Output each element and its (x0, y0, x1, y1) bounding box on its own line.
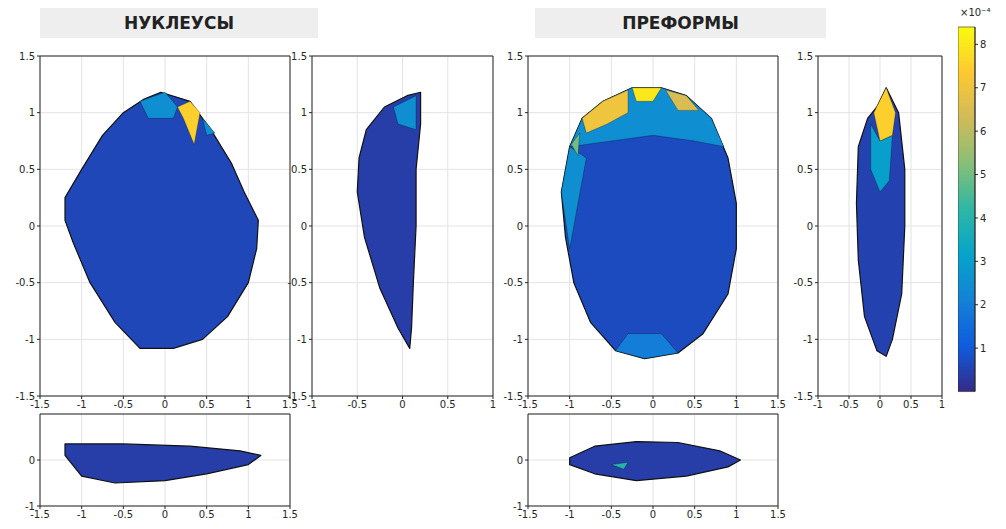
svg-text:0: 0 (807, 221, 813, 232)
svg-text:-0.5: -0.5 (602, 399, 622, 410)
svg-text:1: 1 (939, 399, 945, 410)
svg-text:-0.5: -0.5 (114, 509, 134, 520)
svg-text:8: 8 (980, 39, 986, 50)
svg-text:1: 1 (245, 399, 251, 410)
svg-text:0.5: 0.5 (903, 399, 919, 410)
svg-text:-1.5: -1.5 (15, 391, 35, 402)
svg-text:0: 0 (399, 399, 405, 410)
svg-text:1.5: 1.5 (507, 51, 523, 62)
svg-text:-1: -1 (803, 334, 813, 345)
svg-text:-1: -1 (565, 399, 575, 410)
svg-text:4: 4 (980, 213, 986, 224)
svg-text:-0.5: -0.5 (793, 277, 813, 288)
svg-text:0.5: 0.5 (687, 509, 703, 520)
svg-text:7: 7 (980, 83, 986, 94)
svg-text:1: 1 (29, 107, 35, 118)
svg-text:1.5: 1.5 (291, 51, 307, 62)
svg-text:-1: -1 (813, 399, 823, 410)
svg-text:1.5: 1.5 (282, 509, 298, 520)
svg-text:-1.5: -1.5 (287, 391, 307, 402)
svg-text:-1.5: -1.5 (30, 399, 50, 411)
svg-text:0: 0 (29, 221, 35, 232)
svg-text:-1: -1 (513, 334, 523, 345)
svg-text:0.5: 0.5 (199, 509, 215, 520)
svg-text:-1.5: -1.5 (793, 391, 813, 402)
svg-text:0.5: 0.5 (687, 399, 703, 410)
svg-text:0.5: 0.5 (19, 164, 35, 175)
svg-text:-0.5: -0.5 (287, 277, 307, 288)
svg-text:0.5: 0.5 (507, 164, 523, 175)
svg-text:-1: -1 (297, 334, 307, 345)
svg-text:-0.5: -0.5 (15, 277, 35, 288)
svg-text:-1: -1 (307, 399, 317, 410)
svg-text:1.5: 1.5 (282, 399, 298, 411)
svg-text:5: 5 (980, 170, 986, 181)
svg-text:-1.5: -1.5 (518, 399, 538, 411)
svg-text:1: 1 (245, 509, 251, 520)
svg-text:-1: -1 (25, 501, 35, 512)
svg-text:1: 1 (301, 107, 307, 118)
svg-text:-1: -1 (77, 399, 87, 410)
svg-text:1: 1 (807, 107, 813, 118)
svg-text:1.5: 1.5 (770, 509, 786, 520)
svg-text:0: 0 (650, 399, 656, 410)
svg-text:3: 3 (980, 256, 986, 267)
svg-text:-0.5: -0.5 (839, 399, 859, 410)
svg-text:-0.5: -0.5 (503, 277, 523, 288)
svg-text:2: 2 (980, 300, 986, 311)
svg-text:1: 1 (733, 509, 739, 520)
svg-text:0: 0 (517, 221, 523, 232)
svg-text:1: 1 (980, 343, 986, 354)
svg-text:-1: -1 (513, 501, 523, 512)
svg-text:0: 0 (29, 455, 35, 466)
svg-text:1.5: 1.5 (770, 399, 786, 410)
svg-text:0: 0 (650, 509, 656, 520)
svg-text:-1: -1 (25, 334, 35, 345)
html-text:НУКЛЕУСЫ: НУКЛЕУСЫ (123, 13, 235, 33)
svg-text:0.5: 0.5 (440, 399, 456, 410)
svg-text:0.5: 0.5 (199, 399, 215, 410)
svg-text:-0.5: -0.5 (114, 399, 134, 410)
svg-text:0: 0 (162, 509, 168, 520)
svg-text:1.5: 1.5 (797, 51, 813, 62)
svg-text:-1.5: -1.5 (503, 391, 523, 402)
svg-text:-0.5: -0.5 (602, 509, 622, 520)
svg-text:-1.5: -1.5 (30, 509, 50, 521)
svg-text:0: 0 (301, 221, 307, 232)
html-text:×10⁻⁴: ×10⁻⁴ (960, 7, 991, 19)
svg-text:0.5: 0.5 (797, 164, 813, 175)
svg-text:6: 6 (980, 126, 986, 137)
svg-text:1.5: 1.5 (19, 51, 35, 62)
svg-text:-1: -1 (565, 509, 575, 520)
svg-text:-1: -1 (77, 509, 87, 520)
html-text:ПРЕФОРМЫ: ПРЕФОРМЫ (622, 13, 739, 33)
svg-text:-0.5: -0.5 (347, 399, 367, 410)
svg-text:-1.5: -1.5 (518, 509, 538, 521)
svg-text:0.5: 0.5 (291, 164, 307, 175)
svg-text:0: 0 (162, 399, 168, 410)
svg-text:1: 1 (517, 107, 523, 118)
svg-text:1: 1 (490, 399, 496, 410)
svg-text:0: 0 (517, 455, 523, 466)
svg-text:1: 1 (733, 399, 739, 410)
svg-text:0: 0 (877, 399, 883, 410)
